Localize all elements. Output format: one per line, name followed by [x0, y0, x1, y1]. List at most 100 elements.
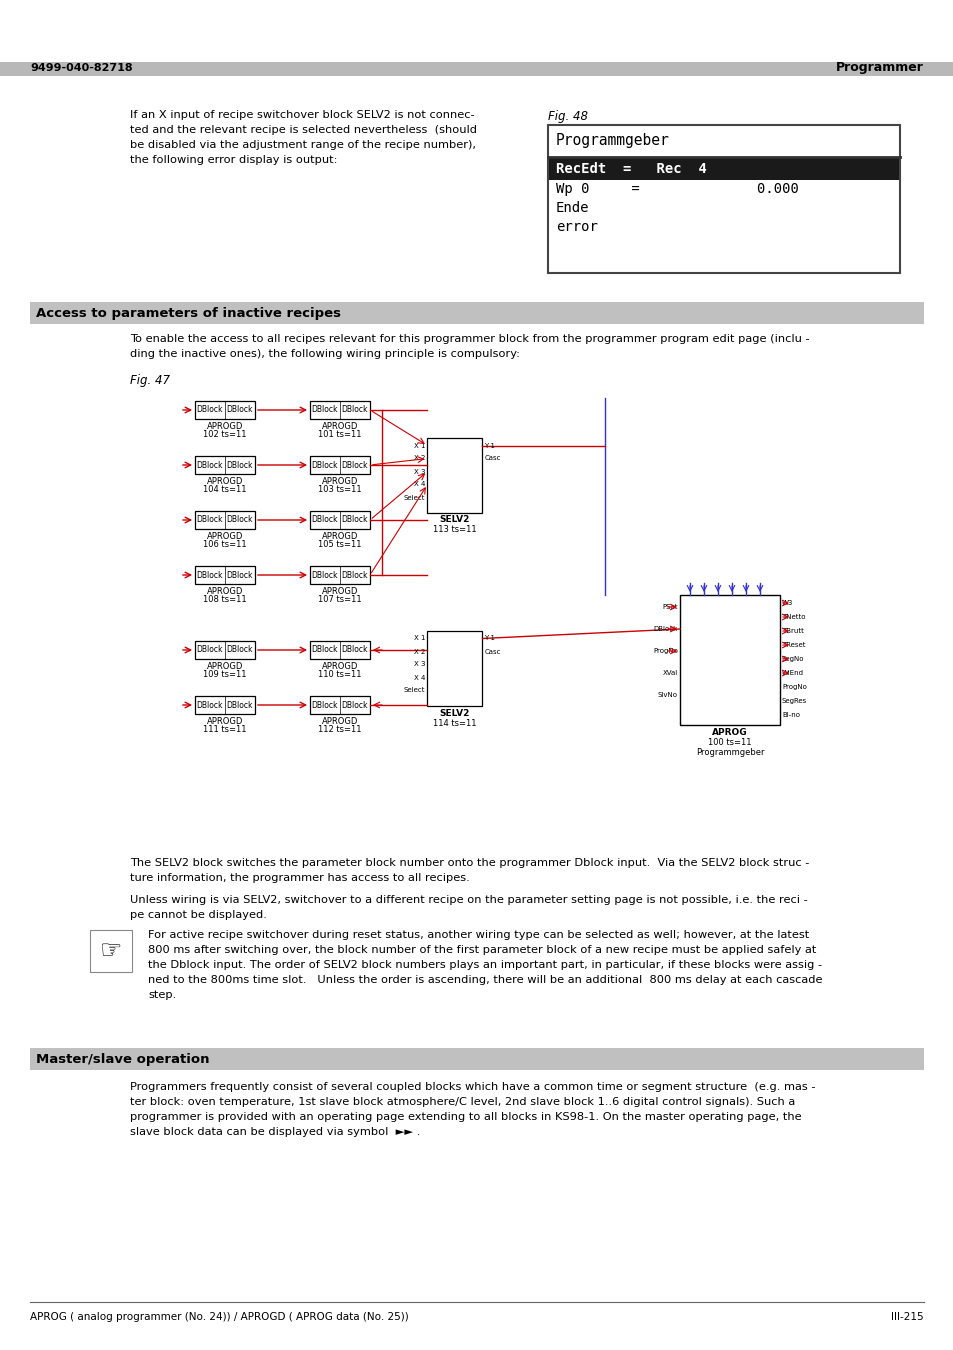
- Text: SELV2: SELV2: [439, 709, 470, 717]
- Text: SELV2: SELV2: [439, 516, 470, 525]
- Text: ☞: ☞: [100, 940, 122, 963]
- Text: Fig. 47: Fig. 47: [130, 374, 170, 387]
- Text: DBlock: DBlock: [312, 645, 338, 655]
- Text: DBlock: DBlock: [227, 405, 253, 414]
- Text: 109 ts=11: 109 ts=11: [203, 670, 247, 679]
- Text: 110 ts=11: 110 ts=11: [318, 670, 361, 679]
- Bar: [679, 595, 780, 725]
- Text: Programmers frequently consist of several coupled blocks which have a common tim: Programmers frequently consist of severa…: [130, 1081, 815, 1092]
- Text: Y 1: Y 1: [484, 443, 495, 448]
- Text: The SELV2 block switches the parameter block number onto the programmer Dblock i: The SELV2 block switches the parameter b…: [130, 859, 808, 868]
- Text: DBlock: DBlock: [341, 405, 368, 414]
- Text: W3: W3: [781, 599, 793, 606]
- Text: APROGD: APROGD: [321, 423, 357, 431]
- Bar: [427, 630, 482, 706]
- Text: step.: step.: [148, 990, 176, 1000]
- Text: 103 ts=11: 103 ts=11: [318, 485, 361, 494]
- Bar: [90, 930, 132, 972]
- Text: Ende: Ende: [556, 201, 589, 215]
- Text: 9499-040-82718: 9499-040-82718: [30, 63, 132, 73]
- Bar: [310, 512, 370, 529]
- Text: Fig. 48: Fig. 48: [547, 109, 587, 123]
- Text: X 4: X 4: [414, 482, 425, 487]
- Text: TNetto: TNetto: [781, 614, 804, 620]
- Bar: [310, 401, 370, 418]
- Text: DBlock: DBlock: [196, 516, 223, 525]
- Text: DBlock: DBlock: [312, 516, 338, 525]
- Text: 107 ts=11: 107 ts=11: [318, 595, 361, 603]
- Text: Casc: Casc: [484, 648, 500, 655]
- Text: X 4: X 4: [414, 675, 425, 680]
- Text: Master/slave operation: Master/slave operation: [36, 1053, 210, 1065]
- Text: DBlock: DBlock: [341, 701, 368, 710]
- Text: Programmgeber: Programmgeber: [556, 134, 669, 148]
- Text: APROGD: APROGD: [207, 717, 243, 726]
- Text: the Dblock input. The order of SELV2 block numbers plays an important part, in p: the Dblock input. The order of SELV2 blo…: [148, 960, 821, 971]
- Text: Casc: Casc: [484, 455, 500, 462]
- Text: 106 ts=11: 106 ts=11: [203, 540, 247, 549]
- Bar: [194, 456, 254, 474]
- Text: APROGD: APROGD: [321, 477, 357, 486]
- Text: DBlock: DBlock: [312, 571, 338, 579]
- Text: 102 ts=11: 102 ts=11: [203, 431, 247, 439]
- Text: APROGD: APROGD: [207, 423, 243, 431]
- Text: be disabled via the adjustment range of the recipe number),: be disabled via the adjustment range of …: [130, 140, 476, 150]
- Text: DBlock: DBlock: [341, 460, 368, 470]
- Text: APROGD: APROGD: [207, 587, 243, 595]
- Bar: [194, 512, 254, 529]
- Bar: [548, 158, 898, 180]
- Text: TBrutt: TBrutt: [781, 628, 803, 634]
- Bar: [310, 641, 370, 659]
- Text: PSat: PSat: [661, 603, 678, 610]
- Text: Programmer: Programmer: [835, 62, 923, 74]
- Text: 101 ts=11: 101 ts=11: [318, 431, 361, 439]
- Text: RecEdt  =   Rec  4: RecEdt = Rec 4: [556, 162, 706, 176]
- Text: DBlock: DBlock: [227, 571, 253, 579]
- Text: APROG: APROG: [712, 728, 747, 737]
- Text: For active recipe switchover during reset status, another wiring type can be sel: For active recipe switchover during rese…: [148, 930, 808, 940]
- Text: III-215: III-215: [890, 1312, 923, 1322]
- Text: X 3: X 3: [414, 662, 425, 667]
- Text: Access to parameters of inactive recipes: Access to parameters of inactive recipes: [36, 306, 340, 320]
- Text: 105 ts=11: 105 ts=11: [318, 540, 361, 549]
- Text: APROGD: APROGD: [207, 662, 243, 671]
- Text: DBlock: DBlock: [341, 645, 368, 655]
- Text: APROGD: APROGD: [321, 717, 357, 726]
- Text: 114 ts=11: 114 ts=11: [433, 718, 476, 728]
- Text: pe cannot be displayed.: pe cannot be displayed.: [130, 910, 267, 919]
- Text: DBlock: DBlock: [227, 645, 253, 655]
- Text: ding the inactive ones), the following wiring principle is compulsory:: ding the inactive ones), the following w…: [130, 350, 519, 359]
- Bar: [194, 401, 254, 418]
- Text: ProgNo: ProgNo: [781, 684, 806, 690]
- Text: DBlock: DBlock: [227, 460, 253, 470]
- Text: DBlock: DBlock: [312, 701, 338, 710]
- Text: X 2: X 2: [414, 648, 425, 655]
- Bar: [310, 456, 370, 474]
- Text: error: error: [556, 220, 598, 234]
- Text: DBlock: DBlock: [341, 516, 368, 525]
- Text: DBlock: DBlock: [227, 516, 253, 525]
- Text: X 2: X 2: [414, 455, 425, 462]
- Text: To enable the access to all recipes relevant for this programmer block from the : To enable the access to all recipes rele…: [130, 333, 809, 344]
- Bar: [30, 302, 923, 324]
- Text: 800 ms after switching over, the block number of the first parameter block of a : 800 ms after switching over, the block n…: [148, 945, 816, 954]
- Text: DBlock: DBlock: [196, 571, 223, 579]
- Text: DBlock: DBlock: [312, 405, 338, 414]
- Text: Wp 0     =              0.000: Wp 0 = 0.000: [556, 182, 798, 196]
- Text: X 3: X 3: [414, 468, 425, 474]
- Text: If an X input of recipe switchover block SELV2 is not connec-: If an X input of recipe switchover block…: [130, 109, 475, 120]
- Text: X 1: X 1: [414, 636, 425, 641]
- Text: XVal: XVal: [662, 670, 678, 676]
- Text: DBlock: DBlock: [196, 460, 223, 470]
- Text: SlvNo: SlvNo: [658, 693, 678, 698]
- Text: DBlock: DBlock: [312, 460, 338, 470]
- Bar: [0, 62, 953, 76]
- Text: 113 ts=11: 113 ts=11: [433, 525, 476, 535]
- Text: DBlock: DBlock: [653, 626, 678, 632]
- Bar: [194, 566, 254, 585]
- Bar: [194, 641, 254, 659]
- Text: APROGD: APROGD: [321, 532, 357, 541]
- Text: Select: Select: [403, 494, 425, 501]
- Text: Y 1: Y 1: [484, 636, 495, 641]
- Text: DBlock: DBlock: [227, 701, 253, 710]
